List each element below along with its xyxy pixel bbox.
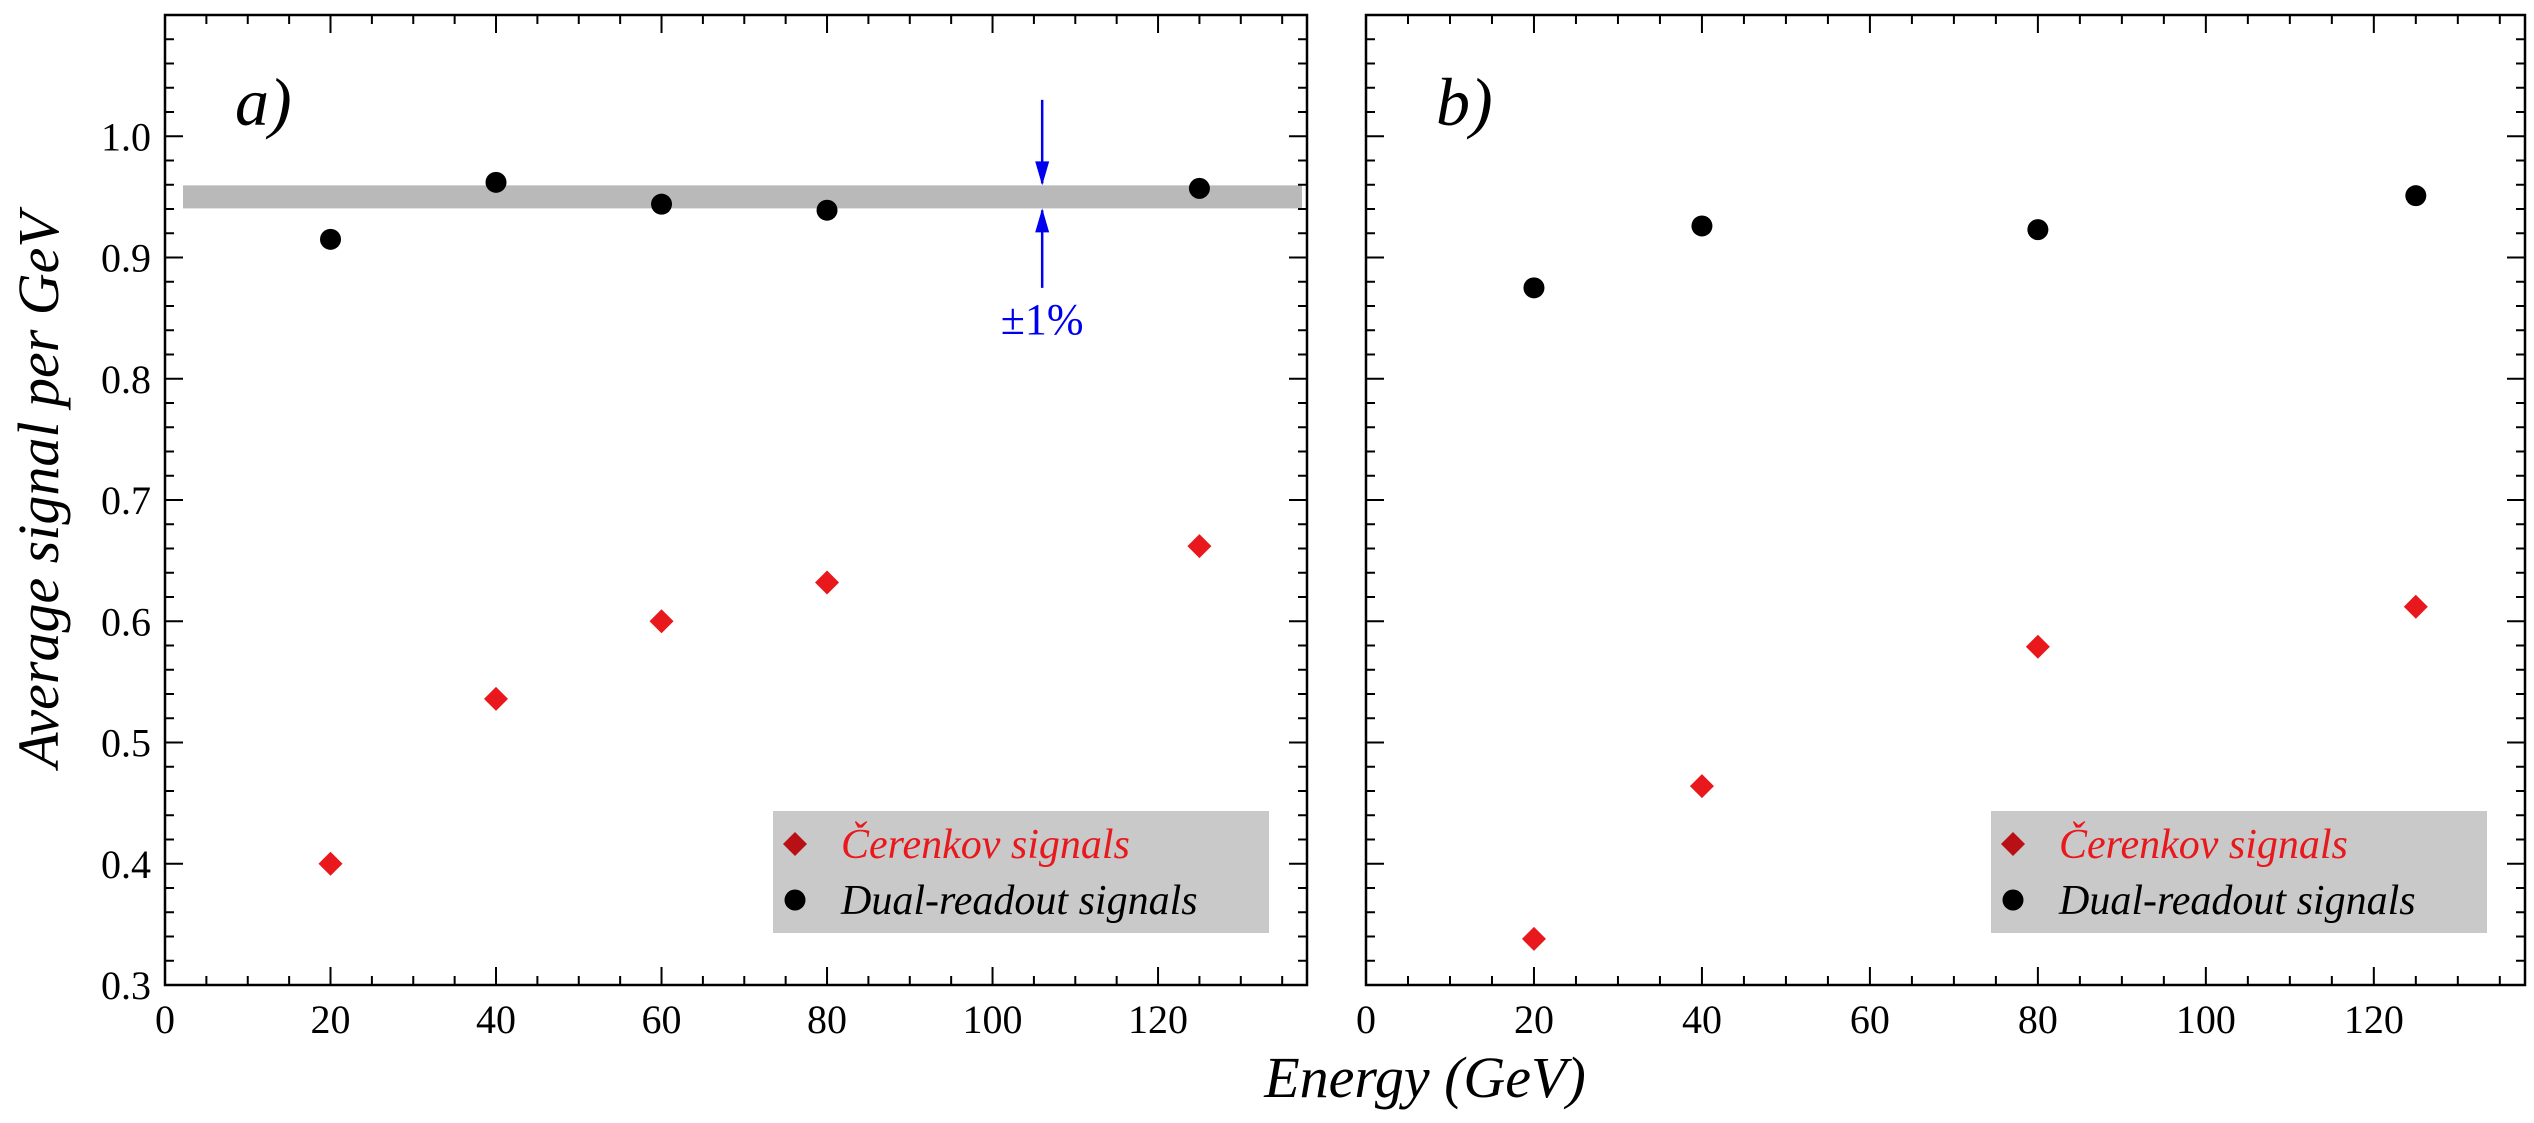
- legend-label: Dual-readout signals: [2058, 878, 2416, 924]
- reference-band: [183, 185, 1302, 209]
- x-tick-label: 60: [642, 997, 682, 1042]
- legend-label: Čerenkov signals: [2059, 821, 2348, 868]
- legend-diamond-icon: [783, 832, 807, 856]
- dual-readout-point: [816, 199, 838, 221]
- x-tick-label: 60: [1850, 997, 1890, 1042]
- arrow-up-icon: [1035, 208, 1050, 233]
- cerenkov-point: [2025, 634, 2050, 659]
- x-tick-label: 20: [1514, 997, 1554, 1042]
- y-axis-title: Average signal per GeV: [6, 206, 71, 772]
- dual-readout-point: [1523, 277, 1545, 299]
- dual-readout-point: [1691, 215, 1713, 237]
- y-tick-label: 0.3: [101, 963, 151, 1008]
- x-tick-label: 0: [155, 997, 175, 1042]
- cerenkov-point: [1187, 534, 1212, 559]
- x-tick-label: 40: [1682, 997, 1722, 1042]
- legend-diamond-icon: [2001, 832, 2025, 856]
- cerenkov-point: [649, 609, 674, 634]
- dual-readout-point: [1188, 177, 1210, 199]
- x-tick-label: 20: [311, 997, 351, 1042]
- annotation-text: ±1%: [1001, 295, 1084, 344]
- x-tick-label: 120: [1128, 997, 1188, 1042]
- dual-readout-point: [651, 193, 673, 215]
- x-tick-label: 100: [2176, 997, 2236, 1042]
- y-tick-label: 0.8: [101, 357, 151, 402]
- cerenkov-point: [1689, 774, 1714, 799]
- y-tick-label: 0.5: [101, 721, 151, 766]
- x-tick-label: 0: [1356, 997, 1376, 1042]
- y-tick-label: 0.6: [101, 599, 151, 644]
- x-tick-label: 80: [2018, 997, 2058, 1042]
- arrow-down-icon: [1035, 161, 1050, 186]
- legend-label: Čerenkov signals: [841, 821, 1130, 868]
- x-tick-label: 120: [2344, 997, 2404, 1042]
- panel-label: a): [235, 64, 292, 140]
- panel-b: 0 20 40 60 80 100 120 b) Čerenkov signals Dual-re…: [1356, 13, 2527, 1042]
- y-tick-label: 0.9: [101, 236, 151, 281]
- x-axis-title: Energy (GeV): [1263, 1045, 1586, 1110]
- dual-readout-point: [320, 228, 342, 250]
- legend-circle-icon: [784, 889, 806, 911]
- x-tick-label: 100: [963, 997, 1023, 1042]
- dual-readout-point: [2027, 219, 2049, 241]
- dual-readout-point: [2405, 185, 2427, 207]
- legend-circle-icon: [2002, 889, 2024, 911]
- cerenkov-point: [815, 570, 840, 595]
- panel-label: b): [1436, 64, 1493, 140]
- legend-box: [773, 811, 1269, 933]
- dual-readout-point: [485, 171, 507, 193]
- cerenkov-point: [318, 851, 343, 876]
- legend-box: [1991, 811, 2487, 933]
- y-tick-label: 1.0: [101, 114, 151, 159]
- legend-label: Dual-readout signals: [840, 878, 1198, 924]
- x-tick-label: 40: [476, 997, 516, 1042]
- x-tick-label: 80: [807, 997, 847, 1042]
- y-tick-label: 0.7: [101, 478, 151, 523]
- cerenkov-point: [1521, 926, 1546, 951]
- panel-a: 0 20 40 60 80 100 120 0.3 0.4 0.5 0.6 0.7 0.8 0.9 1.0 a…: [101, 13, 1309, 1042]
- y-tick-label: 0.4: [101, 842, 151, 887]
- cerenkov-point: [484, 686, 509, 711]
- cerenkov-point: [2403, 594, 2428, 619]
